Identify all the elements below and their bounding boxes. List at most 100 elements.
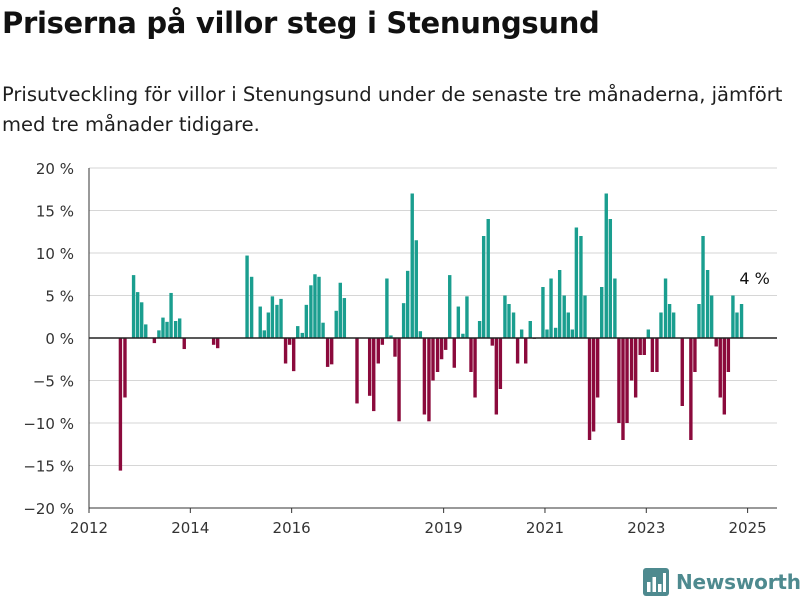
bar — [131, 275, 136, 338]
x-tick-label: 2019 — [425, 519, 463, 537]
bar — [507, 304, 511, 338]
bar — [697, 304, 701, 338]
bar — [152, 338, 157, 344]
bar — [608, 219, 613, 338]
bar — [553, 327, 558, 338]
bar — [317, 276, 321, 338]
y-tick-label: −15 % — [23, 458, 74, 476]
x-tick-label: 2016 — [273, 519, 311, 537]
y-tick-label: −10 % — [23, 415, 74, 433]
bar — [503, 295, 507, 338]
bar — [528, 321, 532, 338]
y-tick-label: 10 % — [36, 245, 74, 263]
bar — [401, 303, 406, 338]
bar — [182, 338, 186, 350]
bar — [570, 329, 575, 338]
bar — [481, 236, 486, 338]
bar — [118, 338, 123, 471]
bar — [304, 304, 309, 338]
bar — [313, 274, 317, 338]
bar — [211, 338, 216, 345]
bar — [393, 338, 397, 357]
page-title: Priserna på villor steg i Stenungsund — [2, 6, 600, 40]
bar — [494, 338, 499, 415]
bar — [633, 338, 638, 398]
bar — [435, 338, 440, 372]
bar — [486, 219, 490, 338]
bar — [439, 338, 444, 360]
bar — [342, 298, 347, 338]
bar — [443, 338, 448, 350]
bar — [144, 324, 148, 338]
bar — [587, 338, 592, 440]
bar — [545, 329, 549, 338]
bar — [600, 287, 604, 338]
bar — [372, 338, 376, 412]
bar — [604, 193, 608, 338]
bar — [418, 331, 423, 338]
bar — [731, 295, 735, 338]
bar — [338, 282, 342, 338]
bar — [321, 322, 325, 338]
bar — [367, 338, 372, 396]
bar — [557, 270, 562, 338]
bar — [123, 338, 127, 398]
bar — [139, 302, 144, 338]
bar — [726, 338, 731, 372]
bar — [524, 338, 528, 364]
bar — [355, 338, 359, 404]
chart-subtitle: Prisutveckling för villor i Stenungsund … — [2, 83, 783, 136]
bar — [456, 306, 461, 338]
bar — [469, 338, 473, 372]
bar — [655, 338, 659, 372]
bar — [427, 338, 431, 422]
bar — [135, 292, 140, 338]
bar — [309, 285, 313, 338]
bar — [405, 270, 410, 338]
bar — [566, 312, 570, 338]
bar — [642, 338, 646, 355]
bar — [334, 310, 338, 338]
bar — [490, 338, 494, 346]
bar — [296, 326, 300, 338]
bar — [329, 338, 334, 365]
bar — [591, 338, 596, 432]
bar — [583, 295, 587, 338]
bar — [671, 312, 676, 338]
bar — [613, 278, 617, 338]
bar — [461, 333, 465, 338]
bar — [300, 332, 304, 338]
bar — [262, 330, 266, 338]
bar — [465, 296, 469, 338]
bar — [283, 338, 288, 364]
bar — [515, 338, 520, 364]
bar — [519, 329, 524, 338]
bar — [291, 338, 296, 372]
bar — [498, 338, 503, 389]
bar — [215, 338, 220, 349]
bar — [621, 338, 625, 440]
bar — [385, 278, 389, 338]
bar — [287, 338, 292, 345]
bar — [270, 296, 275, 338]
bar — [579, 236, 583, 338]
bar — [477, 321, 482, 338]
axes — [88, 168, 777, 513]
bar — [376, 338, 380, 364]
bar — [680, 338, 684, 406]
bar — [249, 276, 254, 338]
bars — [118, 193, 744, 471]
bar — [709, 295, 714, 338]
bar — [165, 321, 169, 338]
bar — [562, 295, 566, 338]
x-tick-label: 2023 — [627, 519, 665, 537]
y-tick-label: 5 % — [45, 288, 74, 306]
bar — [574, 227, 579, 338]
y-tick-label: 20 % — [36, 160, 74, 178]
bar — [617, 338, 621, 423]
bar — [629, 338, 634, 381]
bar — [325, 338, 330, 367]
bar — [693, 338, 697, 372]
bar — [173, 321, 178, 338]
bar — [689, 338, 693, 440]
